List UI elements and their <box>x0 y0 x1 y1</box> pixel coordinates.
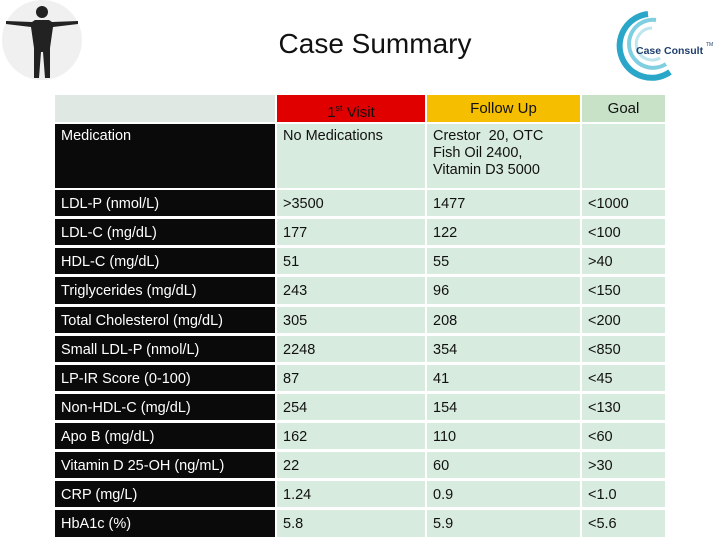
row-label: LDL-P (nmol/L) <box>55 190 275 216</box>
header-text: 1 <box>327 104 336 121</box>
cell: <5.6 <box>582 510 665 537</box>
empty-cell <box>582 124 665 188</box>
row-label: Small LDL-P (nmol/L) <box>55 336 275 362</box>
column-header: 1st Visit <box>277 95 425 122</box>
cell: <150 <box>582 277 665 304</box>
cell-line: Crestor 20, OTC <box>433 128 544 144</box>
column-header: Follow Up <box>427 95 580 122</box>
cell: 177 <box>277 219 425 245</box>
row-label: Total Cholesterol (mg/dL) <box>55 307 275 333</box>
cell: 0.9 <box>427 481 580 507</box>
cell: 5.8 <box>277 510 425 537</box>
cell: 96 <box>427 277 580 304</box>
row-label: Apo B (mg/dL) <box>55 423 275 449</box>
cell: <60 <box>582 423 665 449</box>
header-sup: st <box>335 103 343 113</box>
cell: 122 <box>427 219 580 245</box>
cell: No Medications <box>277 124 425 188</box>
cell: >3500 <box>277 190 425 216</box>
cell: <130 <box>582 394 665 420</box>
cell: 87 <box>277 365 425 391</box>
row-label: Non-HDL-C (mg/dL) <box>55 394 275 420</box>
cell: 110 <box>427 423 580 449</box>
cell: 1.24 <box>277 481 425 507</box>
logo-mark: TM <box>706 42 713 48</box>
cell: 162 <box>277 423 425 449</box>
cell: 254 <box>277 394 425 420</box>
row-label: Medication <box>55 124 275 188</box>
cell: Crestor 20, OTC Fish Oil 2400, Vitamin D3 … <box>427 124 580 188</box>
cell: 41 <box>427 365 580 391</box>
row-label: HDL-C (mg/dL) <box>55 248 275 274</box>
cell: 22 <box>277 452 425 478</box>
logo: Case Consult TM <box>616 11 713 81</box>
cell: >40 <box>582 248 665 274</box>
cell: 2248 <box>277 336 425 362</box>
cell: <850 <box>582 336 665 362</box>
cell-line: Vitamin D3 5000 <box>433 162 540 178</box>
cell: <1000 <box>582 190 665 216</box>
cell: <45 <box>582 365 665 391</box>
cell: 208 <box>427 307 580 333</box>
row-label: LP-IR Score (0-100) <box>55 365 275 391</box>
cell: <1.0 <box>582 481 665 507</box>
header-blank <box>55 95 275 122</box>
row-label: CRP (mg/L) <box>55 481 275 507</box>
cell: <200 <box>582 307 665 333</box>
row-label: Triglycerides (mg/dL) <box>55 277 275 304</box>
row-label: Vitamin D 25-OH (ng/mL) <box>55 452 275 478</box>
logo-text: Case Consult <box>636 45 704 57</box>
title: Case Summary <box>278 28 472 59</box>
row-label: HbA1c (%) <box>55 510 275 537</box>
cell: >30 <box>582 452 665 478</box>
cell-line: Fish Oil 2400, <box>433 145 523 161</box>
header-text: Visit <box>342 104 375 121</box>
cell: 1477 <box>427 190 580 216</box>
cell: <100 <box>582 219 665 245</box>
cell: 305 <box>277 307 425 333</box>
cell: 154 <box>427 394 580 420</box>
cell: 55 <box>427 248 580 274</box>
column-header: Goal <box>582 95 665 122</box>
human-figure <box>2 0 82 80</box>
cell: 5.9 <box>427 510 580 537</box>
cell: 243 <box>277 277 425 304</box>
row-label: LDL-C (mg/dL) <box>55 219 275 245</box>
cell: 60 <box>427 452 580 478</box>
cell: 51 <box>277 248 425 274</box>
cell: 354 <box>427 336 580 362</box>
